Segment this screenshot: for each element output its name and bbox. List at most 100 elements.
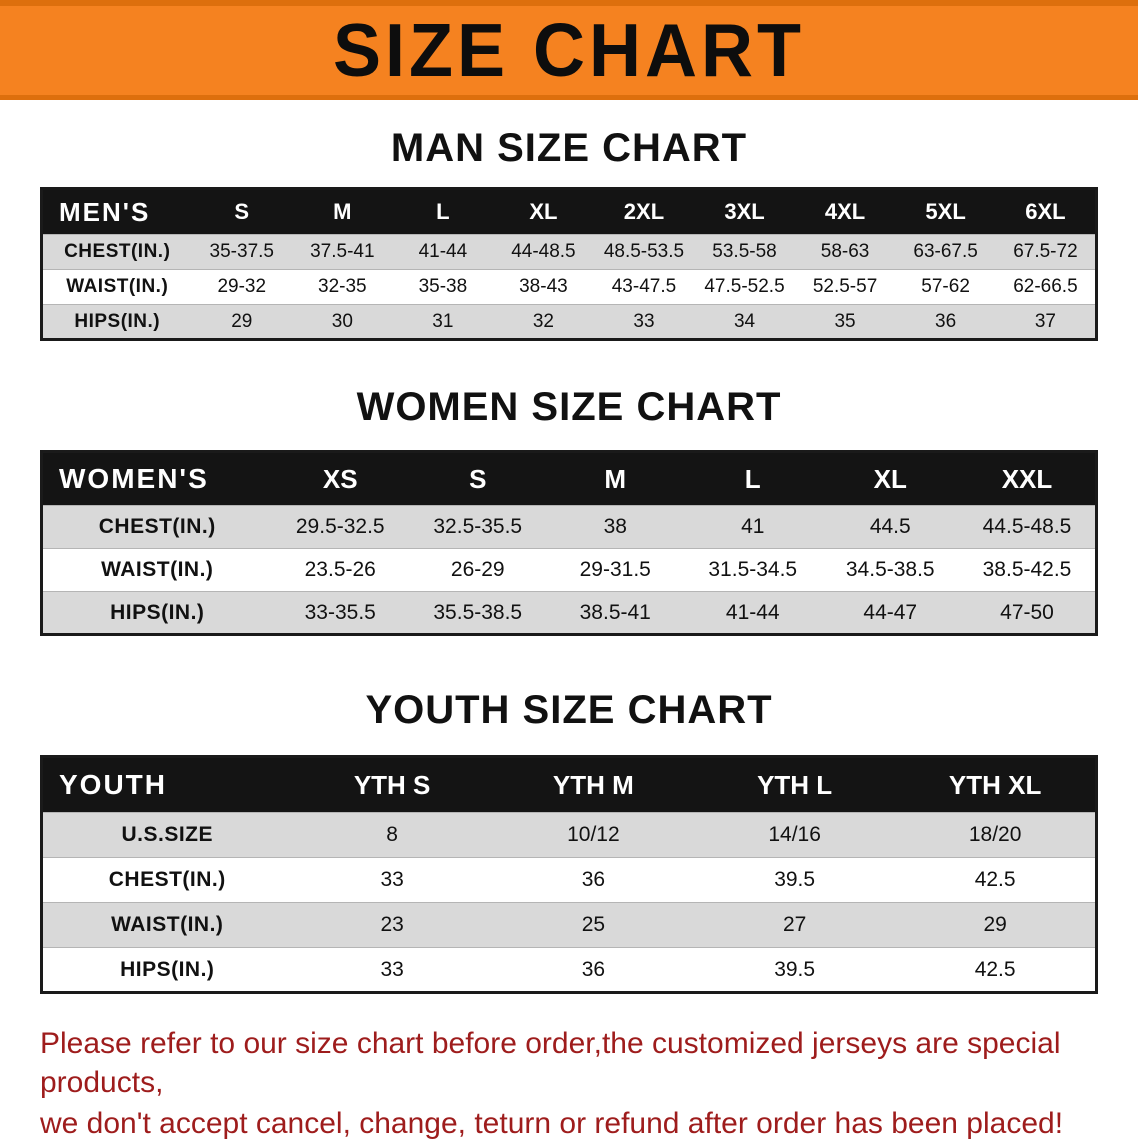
women-size-section: WOMEN SIZE CHART WOMEN'S XS S M L XL XXL CHEST(…: [0, 341, 1138, 636]
value-cell: 57-62: [895, 269, 996, 305]
value-cell: 33: [291, 947, 493, 993]
row-label-cell: CHEST(IN.): [41, 857, 292, 903]
value-cell: 44-48.5: [493, 234, 594, 270]
value-cell: 38.5-42.5: [959, 548, 1097, 592]
value-cell: 34.5-38.5: [821, 548, 959, 592]
value-cell: 18/20: [895, 812, 1097, 858]
table-header: WOMEN'S XS S M L XL XXL: [41, 451, 1097, 506]
value-cell: 47-50: [959, 591, 1097, 635]
table-row: HIPS(IN.) 33 36 39.5 42.5: [41, 947, 1097, 993]
value-cell: 38-43: [493, 269, 594, 305]
row-label-cell: U.S.SIZE: [41, 812, 292, 858]
column-header-cell: XL: [821, 451, 959, 506]
column-header-cell: L: [684, 451, 822, 506]
value-cell: 33: [593, 304, 695, 340]
value-cell: 37: [995, 304, 1097, 340]
table-row: CHEST(IN.) 33 36 39.5 42.5: [41, 857, 1097, 903]
value-cell: 38.5-41: [546, 591, 684, 635]
table-header-row: MEN'S S M L XL 2XL 3XL 4XL 5XL 6XL: [41, 188, 1097, 235]
column-header-cell: YTH S: [291, 756, 493, 813]
value-cell: 53.5-58: [694, 234, 795, 270]
column-header-cell: XXL: [959, 451, 1097, 506]
value-cell: 35: [794, 304, 896, 340]
value-cell: 32.5-35.5: [409, 505, 547, 549]
value-cell: 36: [492, 857, 694, 903]
value-cell: 44.5: [821, 505, 959, 549]
value-cell: 30: [292, 304, 393, 340]
value-cell: 29.5-32.5: [271, 505, 409, 549]
column-header-cell: S: [191, 188, 293, 235]
value-cell: 14/16: [694, 812, 896, 858]
value-cell: 29-31.5: [546, 548, 684, 592]
men-section-heading: MAN SIZE CHART: [390, 126, 748, 170]
column-header-cell: YTH M: [492, 756, 694, 813]
value-cell: 39.5: [694, 857, 896, 903]
value-cell: 37.5-41: [292, 234, 393, 270]
value-cell: 63-67.5: [895, 234, 996, 270]
value-cell: 41-44: [392, 234, 494, 270]
value-cell: 39.5: [694, 947, 896, 993]
value-cell: 42.5: [895, 857, 1097, 903]
column-header-cell: M: [292, 188, 393, 235]
value-cell: 47.5-52.5: [694, 269, 795, 305]
table-header: YOUTH YTH S YTH M YTH L YTH XL: [41, 756, 1097, 813]
row-label-cell: CHEST(IN.): [41, 234, 192, 270]
value-cell: 31.5-34.5: [684, 548, 822, 592]
value-cell: 29: [191, 304, 293, 340]
value-cell: 44.5-48.5: [959, 505, 1097, 549]
table-header: MEN'S S M L XL 2XL 3XL 4XL 5XL 6XL: [41, 188, 1097, 235]
table-row: WAIST(IN.) 23 25 27 29: [41, 902, 1097, 948]
column-header-cell: 6XL: [995, 188, 1097, 235]
value-cell: 35-37.5: [191, 234, 293, 270]
value-cell: 35-38: [392, 269, 494, 305]
disclaimer-line-2: we don't accept cancel, change, teturn o…: [40, 1107, 1064, 1140]
value-cell: 25: [492, 902, 694, 948]
value-cell: 32-35: [292, 269, 393, 305]
value-cell: 62-66.5: [995, 269, 1097, 305]
value-cell: 36: [895, 304, 996, 340]
row-label-cell: WAIST(IN.): [41, 269, 192, 305]
youth-size-table: YOUTH YTH S YTH M YTH L YTH XL U.S.SIZE 8 10/12…: [40, 755, 1098, 994]
value-cell: 31: [392, 304, 494, 340]
column-header-cell: YTH L: [694, 756, 896, 813]
table-header-row: YOUTH YTH S YTH M YTH L YTH XL: [41, 756, 1097, 813]
value-cell: 58-63: [794, 234, 896, 270]
value-cell: 67.5-72: [995, 234, 1097, 270]
value-cell: 48.5-53.5: [593, 234, 695, 270]
value-cell: 52.5-57: [794, 269, 896, 305]
row-label-cell: WAIST(IN.): [41, 902, 292, 948]
table-row: HIPS(IN.) 29 30 31 32 33 34 35 36 37: [41, 304, 1097, 340]
banner-title: SIZE CHART: [333, 8, 805, 93]
row-label-cell: HIPS(IN.): [41, 947, 292, 993]
row-label-cell: WAIST(IN.): [41, 548, 272, 592]
value-cell: 27: [694, 902, 896, 948]
value-cell: 23.5-26: [271, 548, 409, 592]
value-cell: 41-44: [684, 591, 822, 635]
table-body: CHEST(IN.) 29.5-32.5 32.5-35.5 38 41 44.5 44.5…: [41, 505, 1097, 635]
column-header-cell: XL: [493, 188, 594, 235]
value-cell: 43-47.5: [593, 269, 695, 305]
value-cell: 10/12: [492, 812, 694, 858]
column-header-cell: XS: [271, 451, 409, 506]
table-body: U.S.SIZE 8 10/12 14/16 18/20 CHEST(IN.) 33 36 39…: [41, 812, 1097, 993]
table-row: HIPS(IN.) 33-35.5 35.5-38.5 38.5-41 41-44 44-…: [41, 591, 1097, 635]
value-cell: 41: [684, 505, 822, 549]
value-cell: 26-29: [409, 548, 547, 592]
column-header-cell: 3XL: [694, 188, 795, 235]
column-header-cell: 2XL: [593, 188, 695, 235]
value-cell: 38: [546, 505, 684, 549]
column-header-cell: 5XL: [895, 188, 996, 235]
table-header-row: WOMEN'S XS S M L XL XXL: [41, 451, 1097, 506]
disclaimer-line-1: Please refer to our size chart before or…: [40, 1027, 1061, 1099]
value-cell: 42.5: [895, 947, 1097, 993]
column-header-cell: 4XL: [794, 188, 896, 235]
value-cell: 33: [291, 857, 493, 903]
value-cell: 29-32: [191, 269, 293, 305]
youth-section-heading: YOUTH SIZE CHART: [365, 688, 773, 732]
value-cell: 34: [694, 304, 795, 340]
value-cell: 32: [493, 304, 594, 340]
women-section-heading: WOMEN SIZE CHART: [356, 385, 782, 429]
value-cell: 35.5-38.5: [409, 591, 547, 635]
youth-size-section: YOUTH SIZE CHART YOUTH YTH S YTH M YTH L YTH…: [0, 636, 1138, 994]
value-cell: 23: [291, 902, 493, 948]
